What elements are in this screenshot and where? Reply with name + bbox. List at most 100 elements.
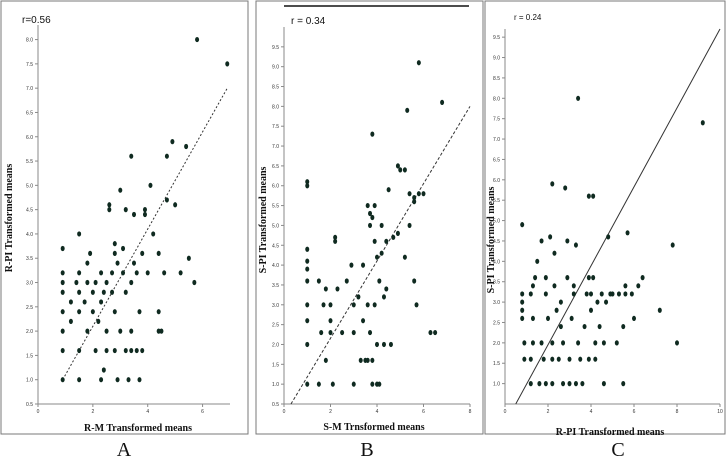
panel-b-x-tick-label: 8 — [469, 409, 472, 415]
panel-b-data-point — [370, 381, 375, 387]
panel-a-y-tick-label: 6.0 — [26, 135, 33, 141]
panel-b-data-point — [440, 99, 445, 105]
panel-b-data-point — [372, 302, 377, 308]
panel-a-data-point — [115, 260, 120, 266]
panel-a-y-tick-label: 8.0 — [26, 38, 33, 44]
panel-c-data-point — [561, 381, 566, 387]
panel-a-data-point — [77, 270, 82, 276]
panel-a-data-point — [110, 289, 115, 295]
panel-c-data-point — [584, 291, 589, 297]
panel-b-x-tick-label: 2 — [329, 409, 332, 415]
panel-a-y-tick-label: 5.5 — [26, 159, 33, 165]
panel-c-y-tick-label: 6.0 — [493, 178, 500, 184]
panel-b-r-value: r = 0.34 — [291, 16, 326, 27]
panel-b-data-point — [358, 357, 363, 363]
panel-a-data-point — [77, 309, 82, 315]
panel-a-data-point — [148, 182, 153, 188]
panel-b-fit-line — [290, 106, 471, 405]
panel-b-y-tick-label: 4.5 — [272, 243, 279, 249]
panel-c-data-point — [582, 323, 587, 330]
panel-c-plot: 0 2 4 6 8 10 1.0 1.5 2.0 2.5 3.0 3.5 4.0 4.5 5.0 5.5 6.0… — [493, 28, 723, 415]
panel-b-data-point — [395, 230, 400, 236]
panel-a-data-point — [85, 279, 90, 286]
panel-a-data-point — [60, 279, 65, 286]
panel-c-data-point — [552, 250, 557, 256]
panel-b-y-tick-label: 8.5 — [272, 85, 279, 91]
panel-a-data-point — [225, 61, 230, 67]
panel-a-x-tick-label: 0 — [37, 409, 40, 415]
panel-b-x-tick-label: 6 — [422, 409, 425, 415]
panel-c-data-point — [621, 323, 626, 330]
panel-b-data-point — [365, 357, 370, 363]
panel-c-data-point — [520, 291, 525, 297]
panel-b-data-point — [375, 254, 379, 260]
panel-a-data-point — [118, 187, 123, 193]
panel-b-y-tick-label: 1.0 — [272, 382, 279, 388]
panel-a-data-point — [93, 347, 98, 354]
panel-a-data-point — [129, 347, 134, 354]
panel-b-data-point — [305, 266, 310, 272]
panel-a-data-point — [77, 231, 82, 237]
panel-b-data-point — [388, 341, 393, 348]
panel-c-data-point — [541, 356, 546, 362]
panel-a-data-point — [156, 328, 161, 334]
panel-c-x-tick-label: 0 — [504, 409, 507, 415]
panel-c-data-point — [554, 307, 559, 313]
panel-a-data-point — [112, 347, 117, 354]
panel-b-data-point — [407, 191, 412, 197]
panel-b-data-point — [328, 318, 333, 324]
panel-c-data-point — [632, 315, 636, 322]
panel-b-y-tick-label: 3.5 — [272, 283, 279, 289]
panel-b-data-point — [377, 381, 382, 387]
panel-b-data-point — [412, 278, 417, 284]
panel-b-y-tick-label: 5.0 — [272, 223, 279, 229]
panel-c-frame — [484, 0, 726, 435]
panel-b-data-point — [370, 214, 375, 221]
panel-a-data-point — [60, 270, 65, 276]
panel-c-data-point — [535, 258, 540, 264]
panel-c-data-point — [550, 340, 555, 346]
panel-b-data-point — [365, 302, 370, 308]
panel-a-y-tick-label: 1.0 — [26, 378, 33, 384]
panel-c-data-point — [543, 275, 548, 281]
panel-b-data-point — [405, 107, 410, 113]
panel-a-data-point — [140, 250, 145, 256]
panel-b-data-point — [305, 341, 310, 348]
panel-c-data-point — [576, 340, 581, 346]
panel-a-data-point — [107, 207, 112, 213]
panel-a-x-tick-label: 6 — [201, 409, 204, 415]
panel-c-data-point — [533, 275, 538, 281]
panel-c-data-point — [563, 185, 568, 191]
panel-a-data-point — [90, 309, 95, 315]
panel-a-data-point — [99, 377, 104, 383]
panel-c-data-point — [567, 356, 572, 362]
panel-a-data-point — [186, 255, 191, 261]
panel-b-data-point — [370, 131, 375, 137]
panel-a-data-point — [134, 347, 139, 354]
panel-a-data-point — [121, 270, 126, 276]
panel-b-data-point — [384, 286, 389, 292]
panel-b-data-point — [330, 381, 335, 387]
panel-b-ylabel: S-PI Transformed means — [258, 166, 269, 273]
panel-b-data-point — [416, 191, 421, 197]
panel-c-data-point — [599, 291, 604, 297]
panel-b-y-tick-label: 2.5 — [272, 323, 279, 329]
panel-a-data-point — [60, 377, 65, 383]
panel-a-y-tick-label: 3.5 — [26, 256, 33, 262]
panel-c-data-point — [589, 291, 593, 297]
panel-c-data-point — [556, 356, 561, 362]
panel-c-data-point — [629, 291, 634, 297]
panel-c-x-tick-label: 8 — [676, 409, 679, 415]
panel-b-data-point — [328, 329, 333, 336]
panel-b-data-point — [402, 167, 407, 173]
panel-b-frame — [255, 0, 484, 435]
panel-c-x-tick-label: 4 — [590, 409, 593, 415]
panel-a-data-point — [178, 270, 183, 276]
panel-b-y-tick-label: 1.5 — [272, 362, 279, 368]
panel-a-data-point — [132, 260, 136, 266]
panel-b-plot: 0 2 4 6 8 0.5 1.0 1.5 2.0 2.5 3.0 3.5 4.0 4.5 5.0 5.5 6.… — [272, 27, 472, 415]
panel-c-data-point — [700, 120, 705, 126]
panel-a-data-point — [137, 309, 142, 315]
panel-b-data-point — [368, 222, 373, 229]
panel-c-data-point — [565, 275, 570, 281]
